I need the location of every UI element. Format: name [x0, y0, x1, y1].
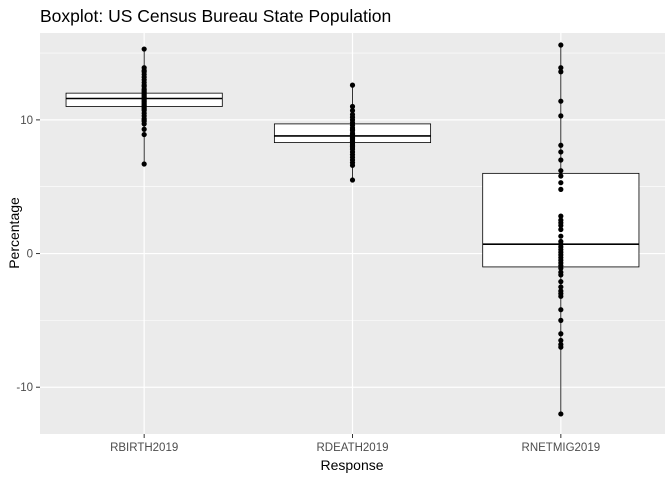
data-point-RNETMIG2019	[558, 69, 564, 75]
data-point-RNETMIG2019	[558, 272, 564, 278]
data-point-RBIRTH2019	[141, 46, 147, 52]
data-point-RNETMIG2019	[558, 98, 564, 104]
data-point-RNETMIG2019	[558, 226, 564, 233]
data-point-RDEATH2019	[349, 103, 356, 110]
data-point-RNETMIG2019	[558, 157, 564, 163]
data-point-RDEATH2019	[349, 177, 356, 183]
y-tick-label: 10	[20, 115, 33, 127]
data-point-RNETMIG2019	[558, 279, 564, 285]
x-tick-label: RDEATH2019	[316, 442, 388, 454]
data-point-RNETMIG2019	[558, 142, 564, 148]
x-tick-label: RNETMIG2019	[522, 442, 601, 454]
chart-title: Boxplot: US Census Bureau State Populati…	[40, 6, 391, 26]
data-point-RDEATH2019	[349, 162, 356, 168]
data-point-RNETMIG2019	[558, 149, 564, 155]
data-point-RNETMIG2019	[558, 337, 564, 344]
axes: -10 0 10 RBIRTH2019 RDEATH2019 RNETMIG2019	[16, 115, 600, 454]
data-point-RNETMIG2019	[558, 331, 564, 337]
y-tick-label: 0	[27, 249, 33, 261]
data-point-RNETMIG2019	[558, 411, 564, 417]
y-axis-title: Percentage	[6, 197, 22, 269]
data-point-RNETMIG2019	[558, 317, 564, 323]
data-point-RNETMIG2019	[558, 213, 564, 219]
x-axis-title: Response	[320, 457, 383, 473]
data-point-RNETMIG2019	[558, 293, 564, 299]
data-point-RNETMIG2019	[558, 344, 564, 350]
data-point-RNETMIG2019	[558, 65, 564, 71]
data-point-RBIRTH2019	[141, 126, 147, 132]
data-point-RBIRTH2019	[141, 131, 147, 138]
data-point-RNETMIG2019	[558, 265, 564, 271]
data-point-RDEATH2019	[349, 82, 356, 88]
data-point-RDEATH2019	[349, 107, 356, 114]
y-tick-label: -10	[16, 382, 33, 394]
data-point-RBIRTH2019	[141, 161, 147, 167]
data-point-RNETMIG2019	[558, 42, 564, 48]
data-point-RNETMIG2019	[558, 113, 564, 119]
x-tick-label: RBIRTH2019	[110, 442, 178, 454]
data-point-RNETMIG2019	[558, 233, 564, 239]
data-point-RNETMIG2019	[558, 307, 564, 313]
data-point-RNETMIG2019	[558, 284, 564, 290]
data-points	[141, 42, 564, 417]
data-point-RNETMIG2019	[558, 168, 564, 174]
data-point-RNETMIG2019	[558, 173, 564, 179]
data-point-RNETMIG2019	[558, 180, 564, 186]
data-point-RNETMIG2019	[558, 222, 564, 229]
data-point-RNETMIG2019	[558, 186, 564, 192]
data-point-RBIRTH2019	[141, 121, 147, 127]
